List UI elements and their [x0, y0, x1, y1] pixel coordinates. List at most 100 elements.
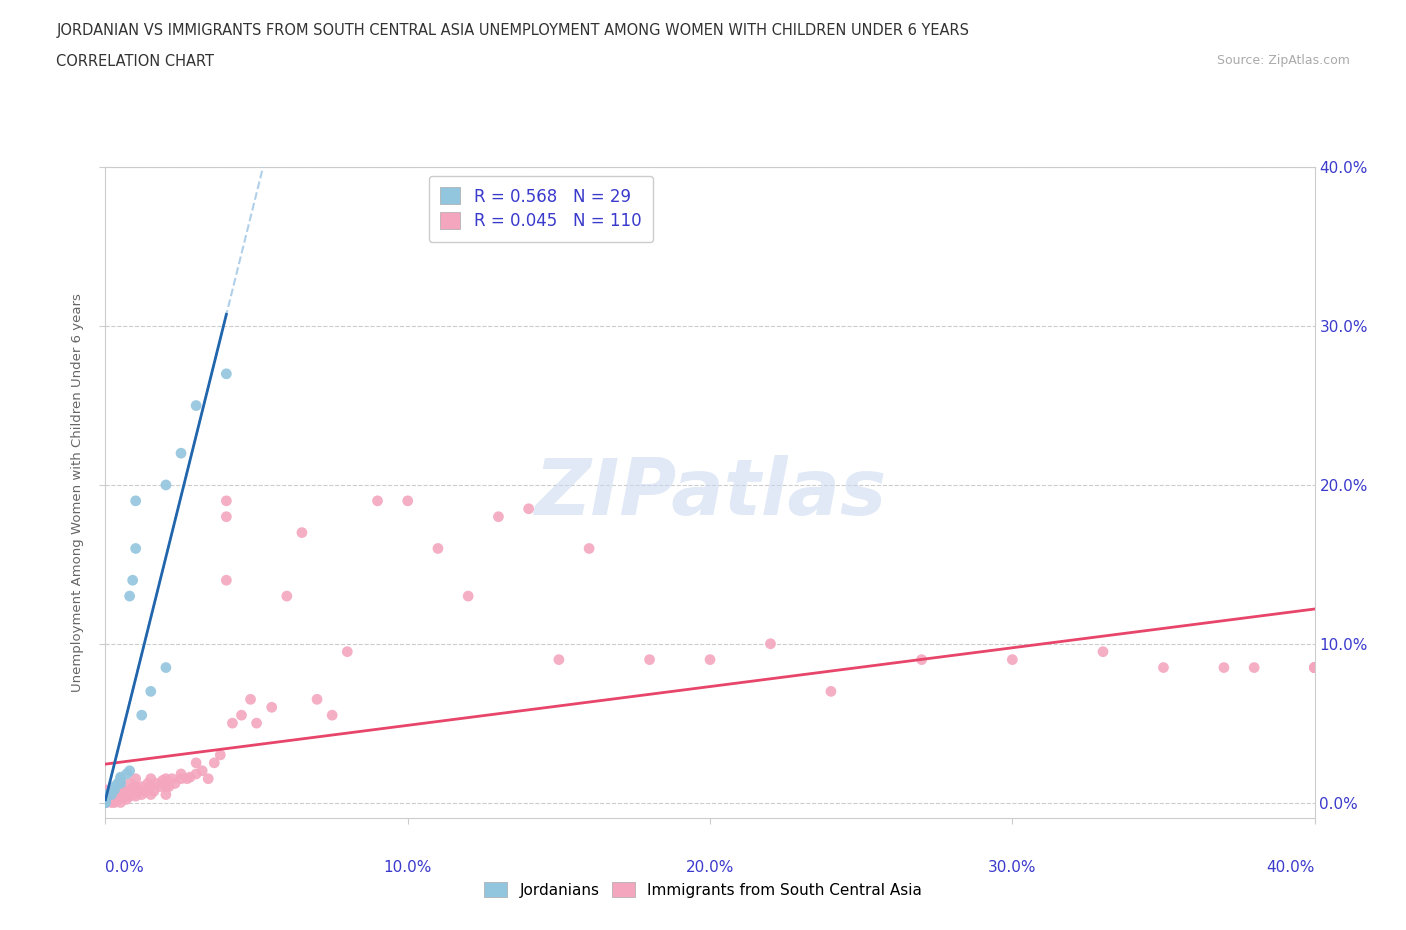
Point [820, 684, 842, 698]
Point [110, 795, 132, 810]
Point [548, 652, 571, 667]
Point [94, 792, 117, 807]
Point [100, 784, 122, 799]
Y-axis label: Unemployment Among Women with Children Under 6 years: Unemployment Among Women with Children U… [70, 294, 84, 692]
Point [1303, 660, 1326, 675]
Text: 20.0%: 20.0% [686, 860, 734, 875]
Point [1001, 652, 1024, 667]
Point [215, 494, 238, 509]
Text: 40.0%: 40.0% [1267, 860, 1315, 875]
Point [107, 789, 129, 804]
Text: 30.0%: 30.0% [988, 860, 1036, 875]
Point [157, 779, 180, 794]
Point [321, 708, 343, 723]
Point [139, 684, 162, 698]
Point [488, 510, 510, 525]
Point [1092, 644, 1115, 659]
Point [94, 795, 117, 810]
Point [186, 766, 208, 781]
Point [155, 787, 177, 802]
Point [396, 494, 419, 509]
Point [427, 541, 450, 556]
Point [118, 789, 141, 804]
Point [291, 525, 314, 540]
Point [94, 795, 117, 810]
Point [170, 445, 193, 460]
Point [911, 652, 934, 667]
Point [139, 787, 162, 802]
Point [176, 771, 198, 786]
Point [139, 771, 162, 786]
Point [1243, 660, 1265, 675]
Point [160, 771, 183, 786]
Point [699, 652, 721, 667]
Point [131, 787, 153, 802]
Point [94, 793, 117, 808]
Point [103, 779, 125, 794]
Point [517, 501, 540, 516]
Point [125, 782, 148, 797]
Point [457, 589, 479, 604]
Point [1212, 660, 1236, 675]
Point [94, 787, 117, 802]
Point [100, 795, 122, 810]
Point [94, 795, 117, 810]
Text: 0.0%: 0.0% [105, 860, 145, 875]
Point [94, 790, 117, 805]
Point [1303, 660, 1326, 675]
Point [103, 795, 125, 810]
Point [152, 773, 174, 788]
Point [155, 477, 177, 492]
Point [1303, 660, 1326, 675]
Text: CORRELATION CHART: CORRELATION CHART [56, 54, 214, 69]
Point [107, 792, 129, 807]
Point [136, 776, 159, 790]
Point [94, 782, 117, 797]
Point [110, 784, 132, 799]
Point [115, 766, 138, 781]
Point [155, 660, 177, 675]
Text: JORDANIAN VS IMMIGRANTS FROM SOUTH CENTRAL ASIA UNEMPLOYMENT AMONG WOMEN WITH CH: JORDANIAN VS IMMIGRANTS FROM SOUTH CENTR… [56, 23, 969, 38]
Point [260, 699, 283, 714]
Point [202, 755, 225, 770]
Point [1303, 660, 1326, 675]
Point [115, 784, 138, 799]
Point [155, 779, 177, 794]
Point [94, 795, 117, 810]
Point [121, 781, 143, 796]
Point [578, 541, 600, 556]
Point [112, 790, 135, 805]
Point [366, 494, 388, 509]
Point [170, 771, 193, 786]
Point [118, 764, 141, 778]
Point [146, 776, 169, 790]
Point [209, 748, 232, 763]
Point [231, 708, 253, 723]
Point [118, 776, 141, 790]
Point [191, 764, 214, 778]
Point [107, 776, 129, 790]
Point [110, 779, 132, 794]
Point [149, 779, 172, 794]
Point [118, 589, 141, 604]
Point [1303, 660, 1326, 675]
Point [239, 692, 262, 707]
Point [94, 790, 117, 805]
Point [155, 771, 177, 786]
Point [125, 494, 148, 509]
Point [215, 366, 238, 381]
Point [100, 787, 122, 802]
Text: ZIPatlas: ZIPatlas [534, 455, 886, 531]
Legend: Jordanians, Immigrants from South Central Asia: Jordanians, Immigrants from South Centra… [478, 875, 928, 904]
Point [307, 692, 329, 707]
Point [110, 787, 132, 802]
Point [103, 790, 125, 805]
Point [759, 636, 782, 651]
Point [336, 644, 359, 659]
Point [110, 790, 132, 805]
Point [131, 708, 153, 723]
Point [221, 716, 243, 731]
Point [276, 589, 298, 604]
Point [1303, 660, 1326, 675]
Point [131, 779, 153, 794]
